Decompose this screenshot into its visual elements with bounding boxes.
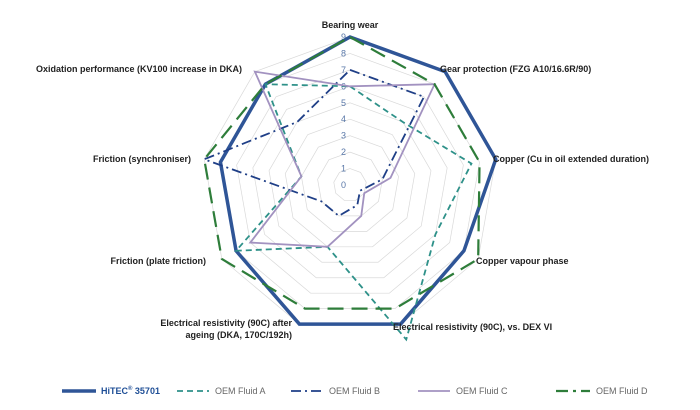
category-labels: Bearing wear Gear protection (FZG A10/16.… — [36, 20, 649, 340]
grid-ring — [268, 102, 432, 263]
category-label-line: ageing (DKA, 170C/192h) — [185, 330, 292, 340]
tick-label: 8 — [341, 48, 346, 58]
legend-label-main: HiTEC — [101, 386, 129, 396]
category-label: Gear protection (FZG A10/16.6R/90) — [440, 64, 591, 74]
category-label-line: Bearing wear — [322, 20, 379, 30]
category-label: Friction (synchroniser) — [93, 154, 191, 164]
category-label-line: Electrical resistivity (90C), vs. DEX VI — [393, 322, 552, 332]
category-label-line: Friction (plate friction) — [111, 256, 207, 266]
series-line-2 — [234, 83, 473, 342]
tick-label: 9 — [341, 32, 346, 42]
grid-ring — [333, 168, 367, 201]
radar-grid — [203, 36, 497, 325]
series-line-4 — [248, 70, 436, 248]
tick-label: 3 — [341, 131, 346, 141]
legend-label-rest: 35701 — [132, 386, 160, 396]
series-line-1 — [218, 35, 498, 326]
legend-label-4: OEM Fluid C — [456, 386, 508, 396]
series-line-3 — [201, 68, 426, 218]
category-label-line: Oxidation performance (KV100 increase in… — [36, 64, 242, 74]
grid-ring — [236, 69, 464, 294]
category-label-line: Friction (synchroniser) — [93, 154, 191, 164]
legend: HiTEC® 35701 OEM Fluid A OEM Fluid B OEM Fl… — [62, 385, 648, 396]
grid-ring — [317, 151, 383, 217]
category-label: Friction (plate friction) — [111, 256, 207, 266]
legend-label-2: OEM Fluid A — [215, 386, 266, 396]
legend-label-1: HiTEC® 35701 — [101, 385, 160, 396]
tick-label: 2 — [341, 147, 346, 157]
category-label-line: Gear protection (FZG A10/16.6R/90) — [440, 64, 591, 74]
category-label-line: Copper (Cu in oil extended duration) — [493, 154, 649, 164]
tick-label: 0 — [341, 180, 346, 190]
data-series — [201, 35, 498, 342]
legend-label-5: OEM Fluid D — [596, 386, 648, 396]
category-label: Copper vapour phase — [476, 256, 569, 266]
category-label-line: Copper vapour phase — [476, 256, 569, 266]
tick-label: 5 — [341, 98, 346, 108]
category-label: Copper (Cu in oil extended duration) — [493, 154, 649, 164]
grid-ring — [252, 85, 448, 279]
tick-label: 7 — [341, 65, 346, 75]
legend-label-sup: ® — [128, 385, 133, 392]
category-label-line: Electrical resistivity (90C) after — [160, 318, 292, 328]
grid-ring — [284, 118, 416, 248]
legend-label-3: OEM Fluid B — [329, 386, 380, 396]
grid-ring — [301, 135, 399, 232]
category-label: Electrical resistivity (90C) after ageing… — [160, 318, 292, 340]
tick-label: 4 — [341, 114, 346, 124]
category-label: Bearing wear — [322, 20, 379, 30]
category-label: Electrical resistivity (90C), vs. DEX VI — [393, 322, 552, 332]
category-label: Oxidation performance (KV100 increase in… — [36, 64, 242, 74]
tick-label: 1 — [341, 164, 346, 174]
grid-ring — [203, 36, 497, 325]
